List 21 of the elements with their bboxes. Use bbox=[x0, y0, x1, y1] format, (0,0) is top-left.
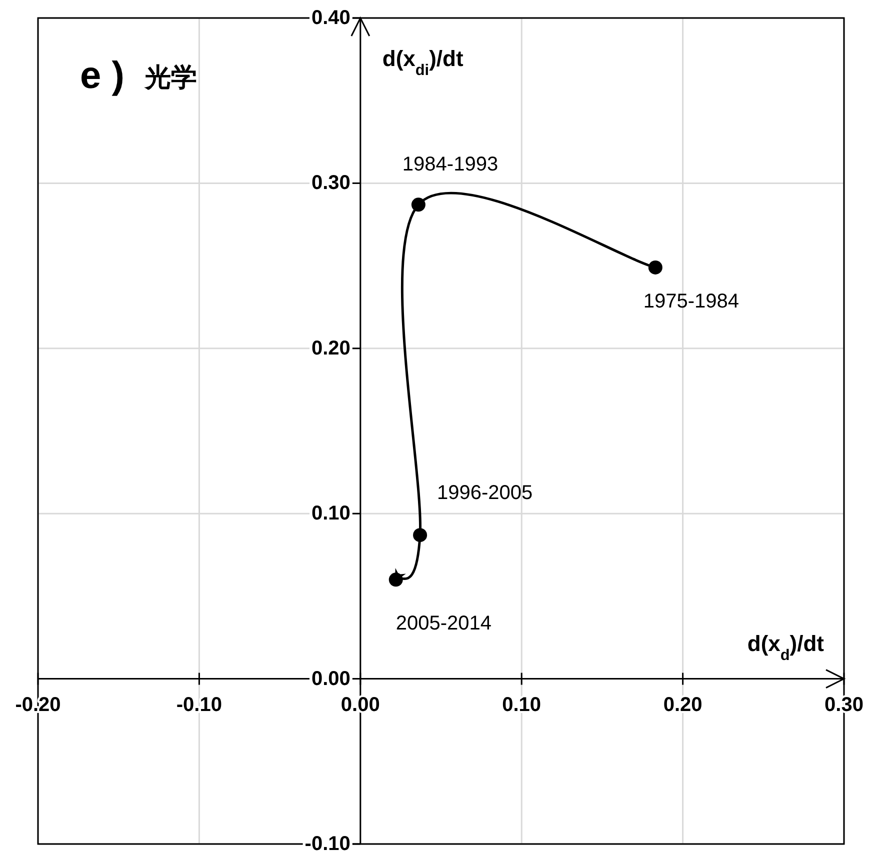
text: 光学 bbox=[144, 62, 197, 92]
annotation: 1984-1993 bbox=[402, 154, 498, 176]
y-tick-label: 0.40 bbox=[311, 7, 350, 29]
annotation: 1996-2005 bbox=[437, 482, 533, 504]
text: e ) bbox=[80, 55, 124, 97]
y-axis-title: d(x$_{di}$)/dt bbox=[382, 46, 464, 78]
point bbox=[411, 198, 426, 212]
y-tick-label: 0.10 bbox=[311, 502, 350, 525]
annotation: 1975-1984 bbox=[643, 290, 740, 312]
y-tick-label: 0.30 bbox=[311, 172, 350, 194]
annotation: 2005-2014 bbox=[396, 612, 492, 635]
point bbox=[388, 572, 403, 587]
y-tick-label: 0.20 bbox=[311, 337, 350, 360]
x-tick-label: 0.10 bbox=[502, 694, 542, 716]
point bbox=[413, 528, 428, 542]
point bbox=[648, 260, 662, 274]
x-axis-title: d(x$_{d}$)/dt bbox=[747, 630, 825, 664]
y-tick-label: -0.10 bbox=[304, 833, 350, 855]
x-tick-label: -0.10 bbox=[176, 694, 222, 716]
y-tick-label: 0.00 bbox=[311, 668, 350, 690]
x-tick-label: 0.20 bbox=[663, 694, 702, 716]
